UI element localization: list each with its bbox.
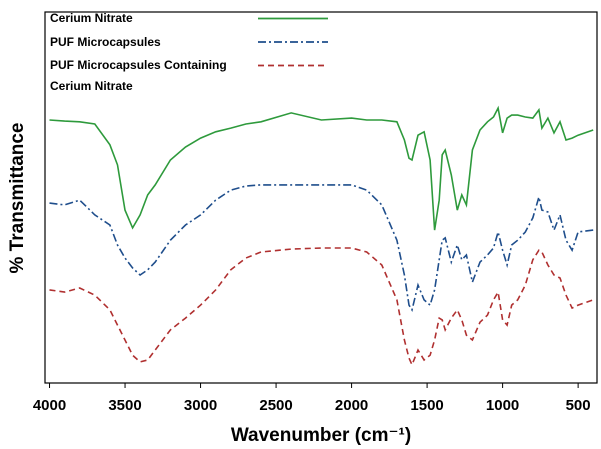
x-tick-label: 1000	[486, 397, 519, 414]
series-line	[49, 247, 594, 367]
plot-frame	[44, 11, 598, 384]
legend-label: Cerium Nitrate	[50, 11, 133, 25]
x-tick-label: 3500	[108, 397, 141, 414]
series-line	[49, 184, 594, 312]
x-tick-label: 3000	[184, 397, 217, 414]
y-axis-title: % Transmittance	[7, 123, 28, 274]
x-tick-label: 4000	[33, 397, 66, 414]
x-tick-label: 2000	[335, 397, 368, 414]
x-tick-label: 500	[566, 397, 591, 414]
x-axis-title: Wavenumber (cm⁻¹)	[231, 425, 411, 446]
x-tick-label: 2500	[259, 397, 292, 414]
legend-label: PUF Microcapsules	[50, 34, 161, 49]
legend-label: PUF Microcapsules Containing Cerium Nitr…	[50, 58, 227, 93]
series-line	[49, 105, 594, 231]
x-tick-label: 1500	[410, 397, 443, 414]
